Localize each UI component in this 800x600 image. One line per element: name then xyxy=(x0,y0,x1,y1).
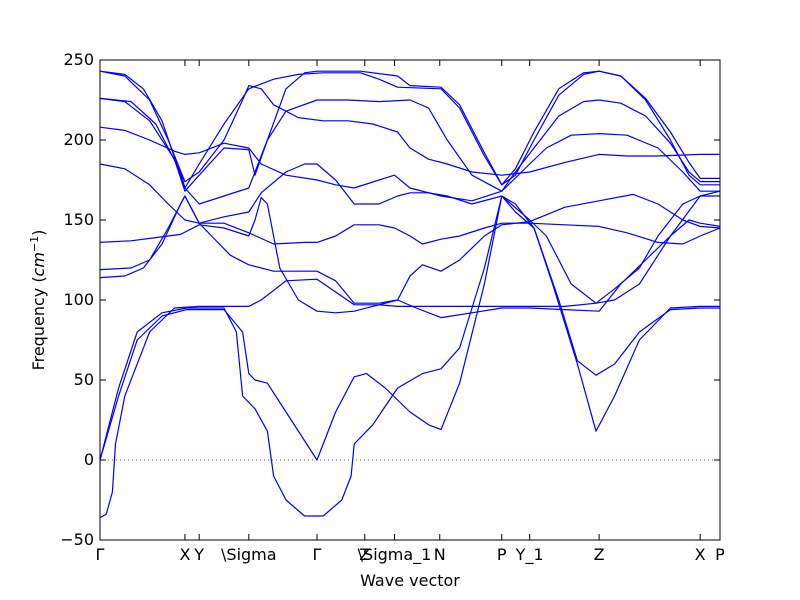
kpoint-label: P xyxy=(715,545,725,564)
kpoint-label: N xyxy=(434,545,446,564)
kpoint-label: \Sigma xyxy=(221,545,277,564)
phonon-band-8 xyxy=(99,126,720,202)
phonon-band-5 xyxy=(99,193,721,304)
kpoint-label: P xyxy=(497,545,507,564)
kpoint-label: Z xyxy=(594,545,605,564)
phonon-band-7 xyxy=(99,163,721,304)
x-axis-label: Wave vector xyxy=(360,571,460,590)
y-tick-label: 200 xyxy=(63,130,94,149)
y-tick-label: 250 xyxy=(63,50,94,69)
phonon-band-12 xyxy=(99,70,720,205)
y-tick-label: 150 xyxy=(63,210,94,229)
kpoint-label: X xyxy=(179,545,190,564)
y-tick-label: 0 xyxy=(84,450,94,469)
phonon-band-6 xyxy=(99,197,721,319)
plot-frame xyxy=(99,59,721,541)
y-axis-label-text: Frequency xyxy=(29,288,48,371)
kpoint-label: Z xyxy=(359,545,370,564)
y-axis-label: Frequency (cm−1) xyxy=(28,230,49,371)
y-axis-ticks: −50 0 50 100 150 200 250 xyxy=(60,50,720,549)
y-tick-label: 100 xyxy=(63,290,94,309)
kpoint-label: Γ xyxy=(313,545,322,564)
y-axis-unit-exponent: −1 xyxy=(28,236,41,252)
phonon-band-1 xyxy=(99,195,720,519)
kpoint-label: X xyxy=(695,545,706,564)
y-tick-label: 50 xyxy=(74,370,94,389)
x-axis-ticks: Γ X Y \Sigma Γ Z\Sigma_1 N P Y_1 Z X P xyxy=(96,60,725,565)
kpoint-label: \Sigma_1 xyxy=(358,545,432,565)
phonon-band-11 xyxy=(99,70,720,189)
plot-area xyxy=(99,59,721,541)
phonon-band-4 xyxy=(99,195,721,279)
kpoint-label: Y_1 xyxy=(515,545,544,565)
phonon-band-9 xyxy=(99,97,720,192)
y-axis-unit: cm xyxy=(29,252,48,276)
phonon-band-3 xyxy=(99,195,720,517)
band-series-group xyxy=(99,70,721,519)
kpoint-label: Y xyxy=(193,545,204,564)
y-tick-label: −50 xyxy=(60,530,94,549)
kpoint-label: Γ xyxy=(96,545,105,564)
